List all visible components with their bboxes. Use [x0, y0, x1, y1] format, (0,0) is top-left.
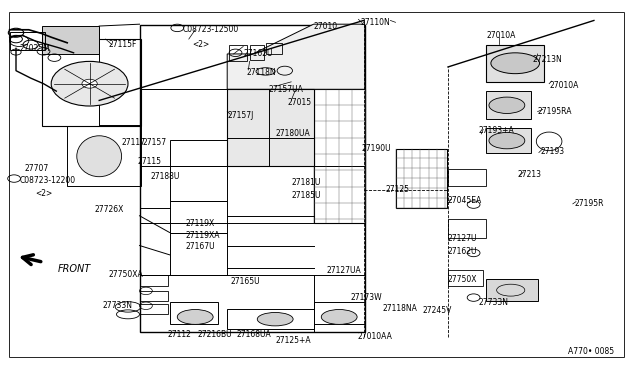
Text: 27195RA: 27195RA — [538, 107, 572, 116]
Text: 27127UA: 27127UA — [326, 266, 361, 275]
Bar — [314, 89, 365, 223]
Bar — [448, 270, 483, 286]
Text: 27733N: 27733N — [479, 298, 509, 307]
Text: 27115F: 27115F — [109, 40, 137, 49]
Text: <2>: <2> — [35, 189, 52, 198]
Text: 27181U: 27181U — [291, 178, 321, 187]
Text: A770• 0085: A770• 0085 — [568, 347, 614, 356]
Text: 27125: 27125 — [385, 185, 410, 194]
Text: 27127U: 27127U — [448, 234, 477, 243]
Text: 27045EA: 27045EA — [448, 196, 483, 205]
Text: 27185U: 27185U — [291, 191, 321, 200]
Ellipse shape — [77, 136, 122, 177]
Text: FRONT: FRONT — [58, 264, 91, 273]
Text: 27110N: 27110N — [360, 18, 390, 27]
Ellipse shape — [491, 53, 540, 74]
Text: C08723-12500: C08723-12500 — [182, 25, 239, 34]
Bar — [10, 32, 45, 50]
Ellipse shape — [489, 132, 525, 149]
Bar — [396, 149, 447, 208]
Bar — [486, 279, 538, 301]
Bar — [140, 25, 365, 332]
Text: 27733N: 27733N — [102, 301, 132, 310]
Text: 27015: 27015 — [288, 98, 312, 107]
Text: 27117: 27117 — [122, 138, 146, 147]
Bar — [140, 275, 168, 286]
Bar — [486, 128, 531, 153]
Text: 27173W: 27173W — [351, 293, 382, 302]
Bar — [448, 219, 486, 238]
Text: 27157: 27157 — [142, 138, 166, 147]
Bar — [314, 302, 365, 324]
Text: 27115: 27115 — [138, 157, 161, 166]
Text: 27168UA: 27168UA — [237, 330, 271, 339]
Text: 27157J: 27157J — [227, 111, 253, 120]
Text: 27157UA: 27157UA — [269, 85, 303, 94]
Text: 27707: 27707 — [24, 164, 49, 173]
Text: 27190U: 27190U — [362, 144, 391, 153]
Text: 27010: 27010 — [314, 22, 338, 31]
Text: 27118NA: 27118NA — [383, 304, 417, 312]
Text: 27165U: 27165U — [230, 278, 260, 286]
Bar — [42, 39, 141, 126]
Text: 27726X: 27726X — [95, 205, 124, 214]
Text: 27167U: 27167U — [186, 242, 215, 251]
Text: 27216BU: 27216BU — [197, 330, 232, 339]
Circle shape — [82, 79, 97, 88]
Bar — [170, 166, 227, 201]
Bar — [170, 232, 227, 275]
Text: 27245V: 27245V — [422, 306, 452, 315]
Text: 27025M: 27025M — [19, 44, 50, 53]
Circle shape — [51, 61, 128, 106]
Text: 27750XA: 27750XA — [109, 270, 143, 279]
Bar — [170, 140, 227, 166]
Text: 27162U: 27162U — [448, 247, 477, 256]
Bar — [266, 43, 282, 54]
Text: C08723-12200: C08723-12200 — [19, 176, 76, 185]
Text: 27193+A: 27193+A — [479, 126, 515, 135]
Text: 27213N: 27213N — [532, 55, 562, 64]
Polygon shape — [227, 24, 365, 89]
Text: 27750X: 27750X — [448, 275, 477, 283]
Bar — [140, 291, 168, 301]
Bar — [229, 45, 247, 61]
Bar — [486, 91, 531, 119]
Text: 27119X: 27119X — [186, 219, 215, 228]
Ellipse shape — [489, 97, 525, 113]
Bar — [170, 302, 218, 324]
Bar — [140, 304, 168, 314]
Text: 27119XA: 27119XA — [186, 231, 220, 240]
Bar — [227, 89, 314, 166]
Bar — [67, 126, 141, 186]
Text: <2>: <2> — [192, 40, 209, 49]
Text: 27010A: 27010A — [549, 81, 579, 90]
Bar — [448, 169, 486, 186]
Ellipse shape — [257, 312, 293, 326]
Ellipse shape — [321, 310, 357, 324]
Text: 27195R: 27195R — [575, 199, 604, 208]
Bar — [250, 45, 264, 60]
Text: 27010AA: 27010AA — [357, 332, 392, 341]
Text: 27118N: 27118N — [246, 68, 276, 77]
Text: 27193: 27193 — [541, 147, 565, 156]
Text: 27188U: 27188U — [150, 172, 180, 181]
Text: 27162U: 27162U — [243, 49, 273, 58]
Bar — [42, 26, 99, 54]
Bar — [486, 45, 544, 82]
Text: 27180UA: 27180UA — [275, 129, 310, 138]
Text: 27213: 27213 — [517, 170, 541, 179]
Ellipse shape — [177, 310, 213, 324]
Text: 27010A: 27010A — [486, 31, 516, 40]
Text: 27125+A: 27125+A — [275, 336, 311, 345]
Text: 27112: 27112 — [168, 330, 191, 339]
Bar — [227, 309, 314, 329]
Bar — [170, 201, 227, 232]
